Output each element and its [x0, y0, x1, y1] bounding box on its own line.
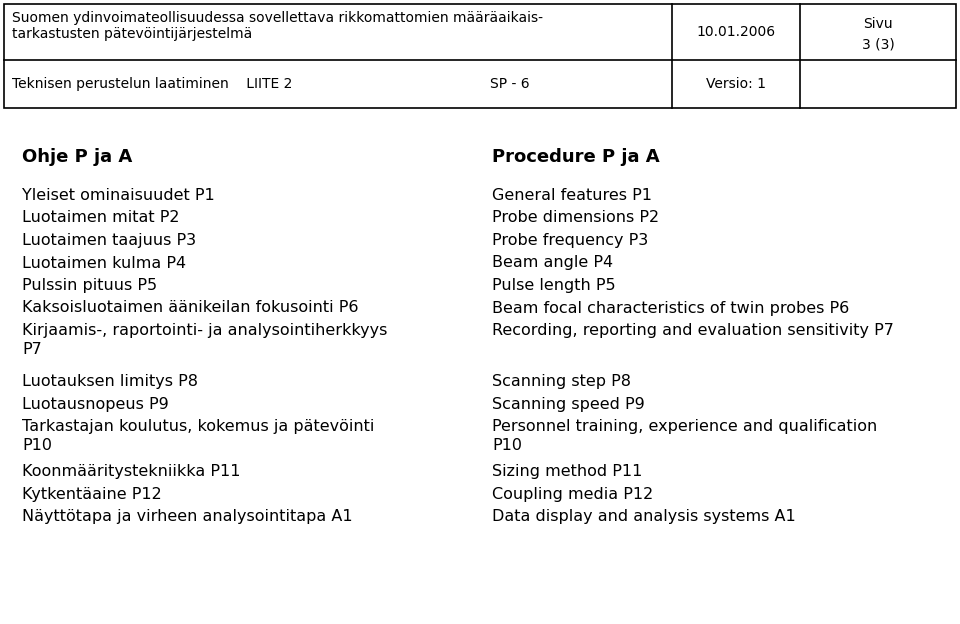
Text: Scanning step P8: Scanning step P8 [492, 374, 631, 389]
Text: Tarkastajan koulutus, kokemus ja pätevöinti
P10: Tarkastajan koulutus, kokemus ja pätevöi… [22, 419, 374, 453]
Text: Suomen ydinvoimateollisuudessa sovellettava rikkomattomien määräaikais-: Suomen ydinvoimateollisuudessa sovellett… [12, 11, 543, 25]
Text: Luotauksen limitys P8: Luotauksen limitys P8 [22, 374, 198, 389]
Text: Coupling media P12: Coupling media P12 [492, 487, 653, 502]
Text: Luotaimen taajuus P3: Luotaimen taajuus P3 [22, 233, 196, 248]
Text: Versio: 1: Versio: 1 [706, 77, 766, 91]
Text: Data display and analysis systems A1: Data display and analysis systems A1 [492, 509, 796, 524]
Text: Näyttötapa ja virheen analysointitapa A1: Näyttötapa ja virheen analysointitapa A1 [22, 509, 352, 524]
Text: Beam angle P4: Beam angle P4 [492, 255, 613, 270]
Text: Personnel training, experience and qualification
P10: Personnel training, experience and quali… [492, 419, 877, 453]
Text: Pulssin pituus P5: Pulssin pituus P5 [22, 278, 157, 293]
Bar [4, 4, 956, 108]
Text: Kirjaamis-, raportointi- ja analysointiherkkyys
P7: Kirjaamis-, raportointi- ja analysointih… [22, 323, 388, 357]
Text: Luotaimen kulma P4: Luotaimen kulma P4 [22, 255, 186, 270]
Text: tarkastusten pätevöintijärjestelmä: tarkastusten pätevöintijärjestelmä [12, 27, 252, 41]
Text: Teknisen perustelun laatiminen    LIITE 2: Teknisen perustelun laatiminen LIITE 2 [12, 77, 293, 91]
Text: Pulse length P5: Pulse length P5 [492, 278, 615, 293]
Text: SP - 6: SP - 6 [490, 77, 530, 91]
Text: Probe dimensions P2: Probe dimensions P2 [492, 210, 660, 225]
Text: General features P1: General features P1 [492, 188, 652, 203]
Text: Ohje P ja A: Ohje P ja A [22, 148, 132, 166]
Text: Luotaimen mitat P2: Luotaimen mitat P2 [22, 210, 180, 225]
Text: Beam focal characteristics of twin probes P6: Beam focal characteristics of twin probe… [492, 301, 850, 316]
Text: 3 (3): 3 (3) [862, 37, 895, 51]
Text: Yleiset ominaisuudet P1: Yleiset ominaisuudet P1 [22, 188, 215, 203]
Text: 10.01.2006: 10.01.2006 [696, 25, 776, 39]
Text: Procedure P ja A: Procedure P ja A [492, 148, 660, 166]
Text: Kaksoisluotaimen äänikeilan fokusointi P6: Kaksoisluotaimen äänikeilan fokusointi P… [22, 301, 358, 316]
Text: Sivu: Sivu [863, 17, 893, 31]
Text: Scanning speed P9: Scanning speed P9 [492, 396, 645, 411]
Text: Sizing method P11: Sizing method P11 [492, 464, 642, 479]
Text: Kytkentäaine P12: Kytkentäaine P12 [22, 487, 161, 502]
Text: Recording, reporting and evaluation sensitivity P7: Recording, reporting and evaluation sens… [492, 323, 894, 338]
Text: Koonmääritystekniikka P11: Koonmääritystekniikka P11 [22, 464, 241, 479]
Text: Luotausnopeus P9: Luotausnopeus P9 [22, 396, 169, 411]
Text: Probe frequency P3: Probe frequency P3 [492, 233, 648, 248]
